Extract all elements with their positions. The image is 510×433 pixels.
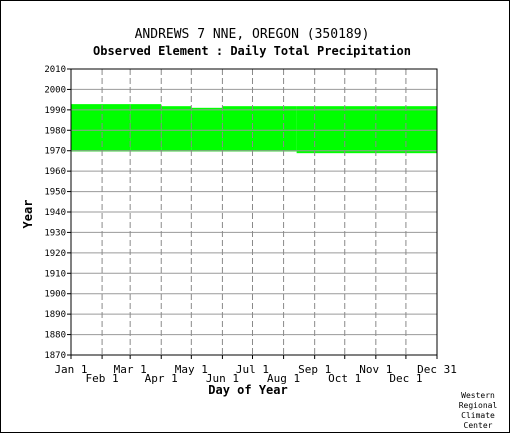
y-tick-label: 1970 xyxy=(44,147,66,157)
credit-text: Western Regional Climate Center xyxy=(459,391,498,430)
y-tick-label: 1940 xyxy=(44,208,66,218)
y-axis-label: Year xyxy=(21,200,35,229)
y-tick-label: 2000 xyxy=(44,85,66,95)
x-tick-label: Jul 1 xyxy=(236,363,269,376)
credit-line: Regional xyxy=(459,401,498,410)
y-tick-label: 1870 xyxy=(44,351,66,361)
y-tick-label: 1990 xyxy=(44,106,66,116)
data-coverage-block xyxy=(71,104,131,152)
x-tick-label: Apr 1 xyxy=(145,372,178,385)
x-tick-label: Feb 1 xyxy=(86,372,119,385)
credit-line: Climate xyxy=(461,411,495,420)
x-tick-label: May 1 xyxy=(175,363,208,376)
y-tick-label: 1980 xyxy=(44,126,66,136)
x-tick-label: Dec 31 xyxy=(417,363,457,376)
y-tick-label: 1910 xyxy=(44,269,66,279)
y-tick-label: 1890 xyxy=(44,310,66,320)
y-tick-label: 1930 xyxy=(44,228,66,238)
y-tick-label: 1920 xyxy=(44,249,66,259)
data-coverage-block xyxy=(296,106,437,154)
credit-line: Western xyxy=(461,391,495,400)
data-coverage-block xyxy=(191,107,223,152)
x-tick-label: Sep 1 xyxy=(298,363,331,376)
chart-title: ANDREWS 7 NNE, OREGON (350189) xyxy=(135,27,370,42)
y-tick-label: 1950 xyxy=(44,188,66,198)
x-tick-label: Oct 1 xyxy=(328,372,361,385)
x-tick-label: Mar 1 xyxy=(114,363,147,376)
credit-line: Center xyxy=(464,421,493,430)
data-coverage-block xyxy=(222,106,297,152)
x-tick-label: Dec 1 xyxy=(389,372,422,385)
x-axis-ticks: Jan 1 Mar 1 May 1 Jul 1 Sep 1 Nov 1 Dec 31 Feb … xyxy=(54,355,457,385)
grid-layer xyxy=(70,68,438,356)
x-tick-label: Jun 1 xyxy=(206,372,239,385)
x-tick-label: Aug 1 xyxy=(267,372,300,385)
chart-subtitle: Observed Element : Daily Total Precipita… xyxy=(93,44,411,58)
data-coverage-block xyxy=(130,104,162,152)
y-tick-label: 2010 xyxy=(44,65,66,75)
x-axis-label: Day of Year xyxy=(208,383,287,397)
data-coverage-block xyxy=(161,106,192,152)
x-tick-label: Jan 1 xyxy=(54,363,87,376)
data-layer xyxy=(71,104,437,154)
y-tick-label: 1880 xyxy=(44,331,66,341)
y-axis-ticks: 2010 2000 1990 1980 1970 1960 1950 1940 1930 1920… xyxy=(44,65,71,361)
y-tick-label: 1900 xyxy=(44,290,66,300)
x-tick-label: Nov 1 xyxy=(359,363,392,376)
y-tick-label: 1960 xyxy=(44,167,66,177)
